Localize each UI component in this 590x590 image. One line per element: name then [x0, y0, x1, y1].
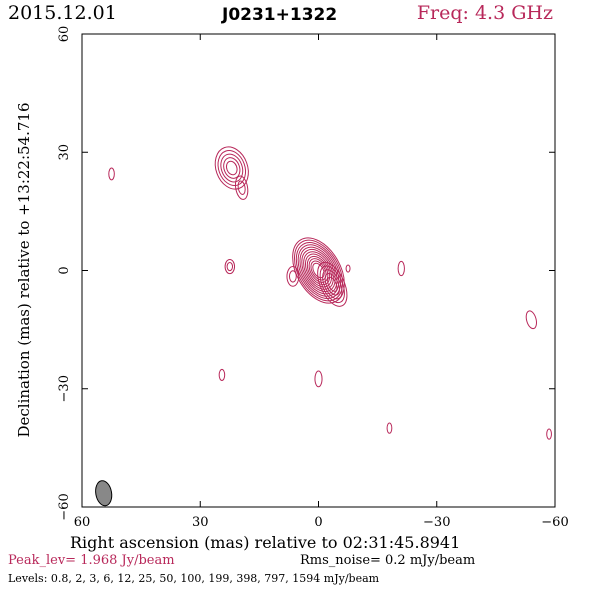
x-tick-label: −30	[423, 515, 450, 530]
source-name: J0231+1322	[222, 5, 338, 25]
y-tick-label: −30	[57, 375, 72, 402]
component-core-west-knot	[286, 266, 300, 287]
beam-layer	[95, 480, 113, 507]
y-tick-label: 60	[57, 26, 72, 43]
axes-layer: 60 30 0 −30 −60 −60 −30 0 30 60	[57, 26, 569, 530]
component-spot-a	[108, 167, 115, 181]
contour-ring	[214, 146, 249, 190]
component-spot-f	[386, 422, 393, 434]
contour-ring	[225, 160, 238, 176]
contour-ring	[386, 422, 393, 434]
component-spot-g	[546, 428, 552, 440]
component-jet-blob	[224, 258, 236, 275]
rms-noise: Rms_noise= 0.2 mJy/beam	[300, 553, 476, 568]
x-tick-label: 30	[192, 515, 209, 530]
x-axis-label: Right ascension (mas) relative to 02:31:…	[70, 533, 461, 552]
contour-ring	[292, 237, 345, 304]
plot-frame	[81, 33, 556, 508]
contour-ring	[397, 260, 405, 277]
component-spot-b	[397, 260, 405, 277]
contour-levels: Levels: 0.8, 2, 3, 6, 12, 25, 50, 100, 1…	[8, 572, 380, 585]
contour-ring	[345, 264, 351, 273]
y-tick-label: 0	[57, 266, 72, 274]
contour-ring	[220, 153, 244, 183]
component-spot-d	[218, 368, 226, 381]
component-spot-h	[345, 264, 351, 273]
component-core-tail	[317, 261, 348, 307]
contour-ring	[304, 253, 333, 288]
contour-ring	[218, 368, 226, 381]
component-jet-north-tail	[234, 175, 249, 200]
contour-ring	[525, 310, 537, 330]
beam-ellipse	[95, 480, 113, 507]
contour-ring	[286, 266, 300, 287]
contour-ring	[237, 180, 246, 195]
contour-ring	[223, 157, 241, 179]
contour-layer	[108, 146, 552, 440]
contour-ring	[314, 370, 323, 388]
x-tick-label: −60	[541, 515, 568, 530]
contour-ring	[546, 428, 552, 440]
contour-ring	[224, 258, 236, 275]
contour-ring	[317, 261, 348, 307]
contour-ring	[297, 244, 340, 297]
observation-date: 2015.12.01	[8, 2, 117, 24]
contour-ring	[322, 269, 343, 300]
contour-ring	[310, 260, 327, 281]
contour-ring	[327, 276, 338, 292]
x-tick-label: 60	[74, 515, 91, 530]
contour-ring	[226, 261, 234, 272]
contour-ring	[108, 167, 115, 181]
contour-ring	[234, 175, 249, 200]
peak-level: Peak_lev= 1.968 Jy/beam	[8, 553, 175, 568]
contour-ring	[324, 273, 340, 296]
contour-ring	[217, 150, 247, 187]
contour-ring	[294, 239, 343, 302]
frequency-label: Freq: 4.3 GHz	[416, 2, 553, 24]
y-tick-label: −60	[57, 493, 72, 520]
component-jet-north	[214, 146, 249, 190]
contour-ring	[288, 270, 297, 283]
contour-ring	[295, 242, 342, 299]
y-axis-label: Declination (mas) relative to +13:22:54.…	[15, 102, 33, 438]
contour-ring	[319, 265, 345, 304]
x-tick-label: 0	[314, 515, 322, 530]
component-spot-e	[314, 370, 323, 388]
contour-ring	[303, 251, 334, 290]
component-spot-c	[525, 310, 537, 330]
y-tick-label: 30	[57, 144, 72, 161]
